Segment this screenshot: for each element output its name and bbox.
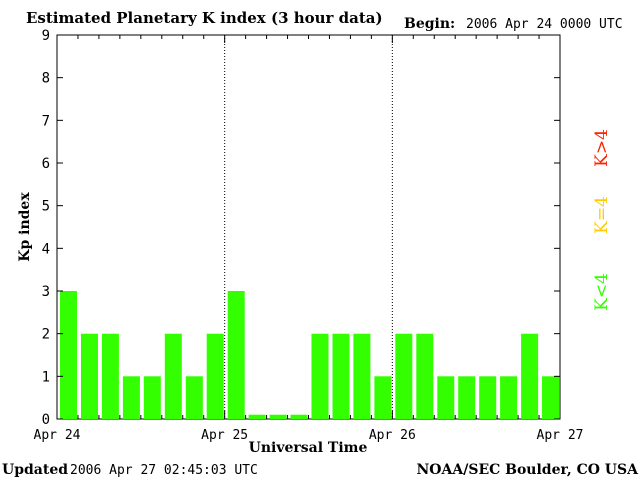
kp-bar bbox=[395, 333, 413, 419]
kp-bar bbox=[81, 333, 98, 419]
kp-bar bbox=[185, 376, 203, 419]
y-tick-label: 6 bbox=[42, 156, 50, 172]
kp-bar bbox=[290, 414, 308, 419]
kp-bar bbox=[101, 333, 119, 419]
kp-bar bbox=[500, 376, 518, 419]
kp-bar bbox=[374, 376, 392, 419]
x-tick-label: Apr 27 bbox=[537, 428, 584, 443]
x-tick-label: Apr 26 bbox=[369, 428, 416, 443]
legend-high-k: K>4 bbox=[592, 129, 612, 167]
kp-bar bbox=[353, 333, 371, 419]
kp-bar bbox=[143, 376, 161, 419]
y-tick-label: 3 bbox=[42, 284, 50, 300]
kp-bar bbox=[60, 291, 77, 419]
kp-bar bbox=[521, 333, 539, 419]
y-tick-label: 1 bbox=[42, 369, 50, 385]
updated-label: Updated bbox=[2, 462, 68, 478]
kp-bar bbox=[416, 333, 434, 419]
chart-title: Estimated Planetary K index (3 hour data… bbox=[26, 9, 383, 27]
begin-value: 2006 Apr 24 0000 UTC bbox=[466, 17, 623, 32]
kp-bar bbox=[164, 333, 182, 419]
kp-bar bbox=[437, 376, 455, 419]
legend-k-equal-4: K=4 bbox=[592, 196, 612, 234]
y-tick-label: 7 bbox=[42, 113, 50, 129]
updated-value: 2006 Apr 27 02:45:03 UTC bbox=[70, 463, 258, 478]
kp-bar bbox=[248, 414, 266, 419]
kp-bar bbox=[458, 376, 476, 419]
y-tick-label: 5 bbox=[42, 199, 50, 215]
source-label: NOAA/SEC Boulder, CO USA bbox=[417, 462, 640, 478]
x-tick-label: Apr 25 bbox=[201, 428, 248, 443]
kp-bar bbox=[332, 333, 350, 419]
x-axis-label: Universal Time bbox=[249, 440, 368, 456]
kp-bar bbox=[122, 376, 140, 419]
y-tick-label: 8 bbox=[42, 71, 50, 87]
x-tick-label: Apr 24 bbox=[34, 428, 81, 443]
kp-bar bbox=[311, 333, 329, 419]
kp-bar bbox=[542, 376, 559, 419]
kp-bar bbox=[269, 414, 287, 419]
y-tick-label: 4 bbox=[42, 241, 50, 257]
x-axis-ticks: Apr 24 Apr 25 Apr 26 Apr 27 bbox=[34, 35, 584, 443]
y-axis-ticks: 0 1 2 3 4 5 6 7 8 9 bbox=[42, 28, 560, 428]
begin-label: Begin: bbox=[404, 16, 455, 32]
kp-bar bbox=[206, 333, 224, 419]
y-axis-label: Kp index bbox=[17, 192, 33, 262]
kp-bars bbox=[60, 291, 559, 419]
day-separators bbox=[224, 35, 393, 419]
y-tick-label: 0 bbox=[42, 412, 50, 428]
y-tick-label: 2 bbox=[42, 327, 50, 343]
plot-area bbox=[56, 34, 561, 420]
kp-bar bbox=[479, 376, 497, 419]
kp-bar bbox=[227, 291, 245, 419]
y-tick-label: 9 bbox=[42, 28, 50, 44]
legend-low-k: K<4 bbox=[592, 273, 612, 311]
